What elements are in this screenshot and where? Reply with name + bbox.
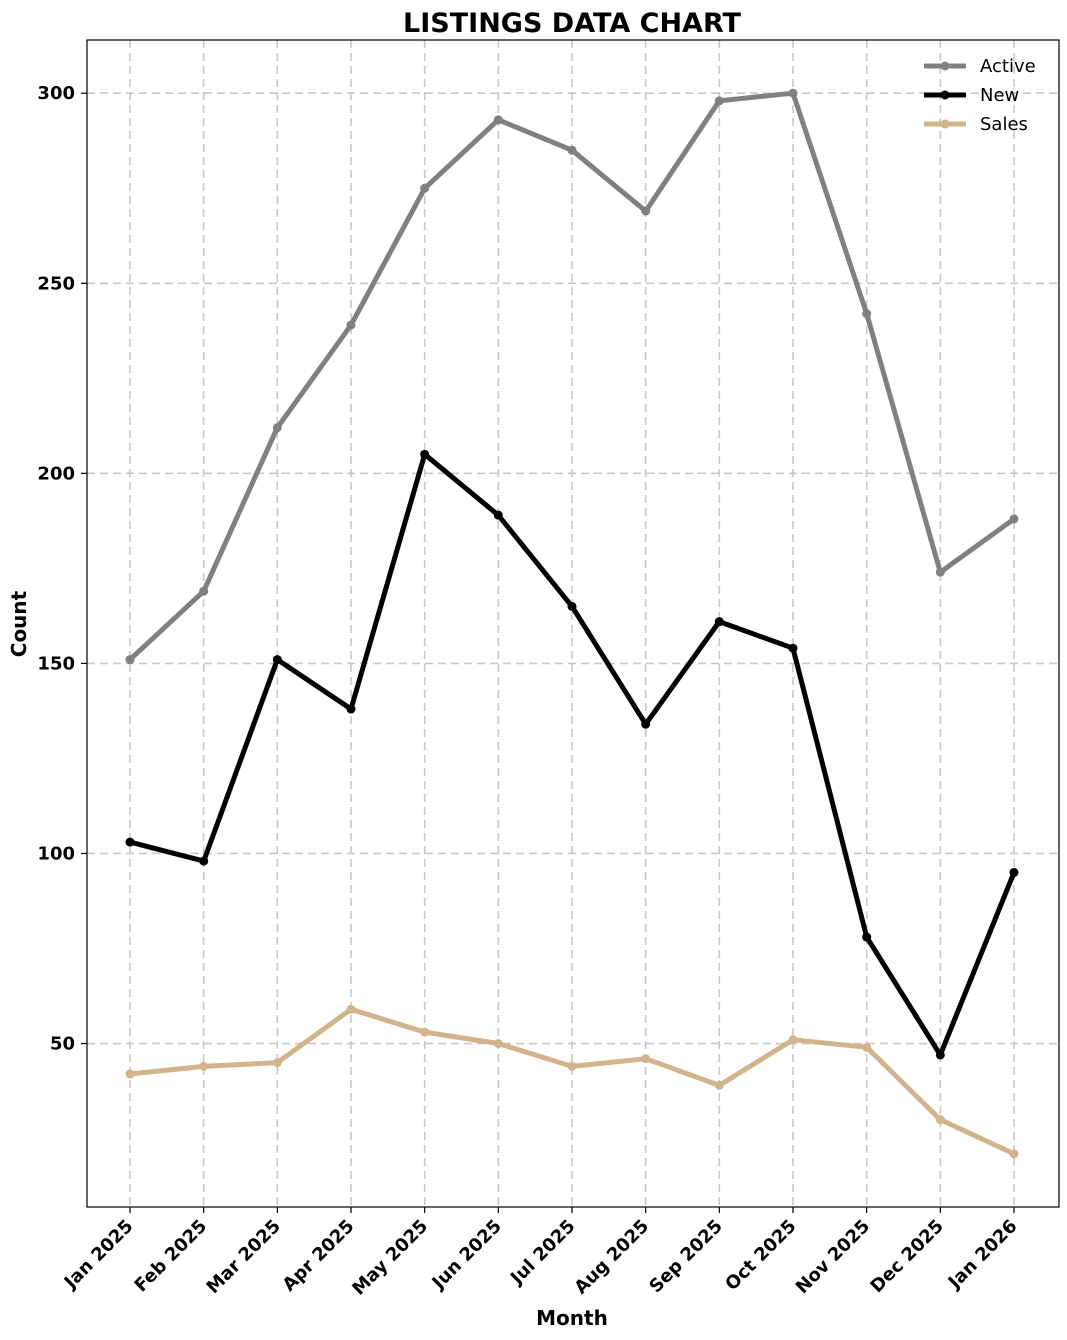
data-point: [272, 423, 282, 433]
data-point: [272, 1058, 282, 1068]
y-tick-label: 250: [37, 273, 75, 294]
legend-label: Active: [980, 56, 1036, 77]
data-point: [125, 837, 135, 847]
data-point: [567, 601, 577, 611]
data-point: [346, 1004, 356, 1014]
y-tick-label: 50: [50, 1034, 75, 1055]
data-point: [567, 1061, 577, 1071]
legend-item: Sales: [924, 114, 1028, 135]
x-tick-label: Jul 2025: [505, 1216, 579, 1290]
series-sales: [125, 1004, 1019, 1159]
legend-marker: [940, 61, 950, 71]
legend: Active New Sales: [924, 56, 1036, 135]
data-point: [346, 704, 356, 714]
data-point: [272, 655, 282, 665]
data-point: [862, 309, 872, 319]
plot-frame: [86, 39, 1060, 1208]
y-axis: 50 100 150 200 250 300: [37, 83, 87, 1055]
data-point: [935, 1115, 945, 1125]
data-point: [641, 1054, 651, 1064]
x-tick-label: May 2025: [348, 1216, 432, 1300]
data-point: [420, 183, 430, 193]
data-point: [493, 510, 503, 520]
data-point: [199, 586, 209, 596]
data-point: [641, 719, 651, 729]
x-tick-label: Dec 2025: [866, 1216, 947, 1297]
legend-item: Active: [924, 56, 1036, 77]
y-tick-label: 100: [37, 843, 75, 864]
data-point: [125, 1069, 135, 1079]
data-point: [1009, 867, 1019, 877]
x-tick-label: Mar 2025: [203, 1216, 285, 1298]
y-tick-label: 300: [37, 83, 75, 104]
x-tick-label: Jan 2025: [59, 1216, 138, 1295]
y-tick-label: 200: [37, 463, 75, 484]
data-point: [346, 320, 356, 330]
data-point: [199, 856, 209, 866]
data-point: [493, 115, 503, 125]
x-tick-label: Oct 2025: [721, 1216, 800, 1295]
data-point: [862, 1042, 872, 1052]
data-point: [1009, 1149, 1019, 1159]
x-tick-label: Jun 2025: [427, 1216, 506, 1295]
x-tick-label: Sep 2025: [645, 1216, 727, 1298]
data-point: [935, 1050, 945, 1060]
data-point: [788, 643, 798, 653]
data-point: [788, 1035, 798, 1045]
series-new: [125, 449, 1019, 1060]
x-tick-label: Feb 2025: [131, 1216, 212, 1297]
grid: [87, 40, 1059, 1207]
data-point: [788, 88, 798, 98]
legend-item: New: [924, 85, 1019, 106]
data-point: [862, 932, 872, 942]
x-tick-label: Apr 2025: [279, 1216, 359, 1296]
data-point: [420, 449, 430, 459]
chart-title: LISTINGS DATA CHART: [403, 8, 741, 39]
x-tick-label: Aug 2025: [570, 1216, 653, 1299]
series-active: [125, 88, 1019, 665]
data-point: [935, 567, 945, 577]
data-point: [420, 1027, 430, 1037]
x-axis-label: Month: [536, 1306, 608, 1330]
data-point: [714, 96, 724, 106]
legend-marker: [940, 119, 950, 129]
legend-marker: [940, 90, 950, 100]
y-tick-label: 150: [37, 653, 75, 674]
data-point: [1009, 514, 1019, 524]
data-point: [641, 206, 651, 216]
x-tick-label: Nov 2025: [792, 1216, 874, 1298]
data-point: [493, 1039, 503, 1049]
legend-label: New: [980, 85, 1019, 106]
data-point: [567, 145, 577, 155]
x-tick-label: Jan 2026: [943, 1216, 1022, 1295]
data-point: [714, 1080, 724, 1090]
legend-label: Sales: [980, 114, 1028, 135]
y-axis-label: Count: [7, 590, 31, 657]
data-point: [714, 617, 724, 627]
data-point: [199, 1061, 209, 1071]
series-lines: [125, 88, 1019, 1159]
data-point: [125, 655, 135, 665]
